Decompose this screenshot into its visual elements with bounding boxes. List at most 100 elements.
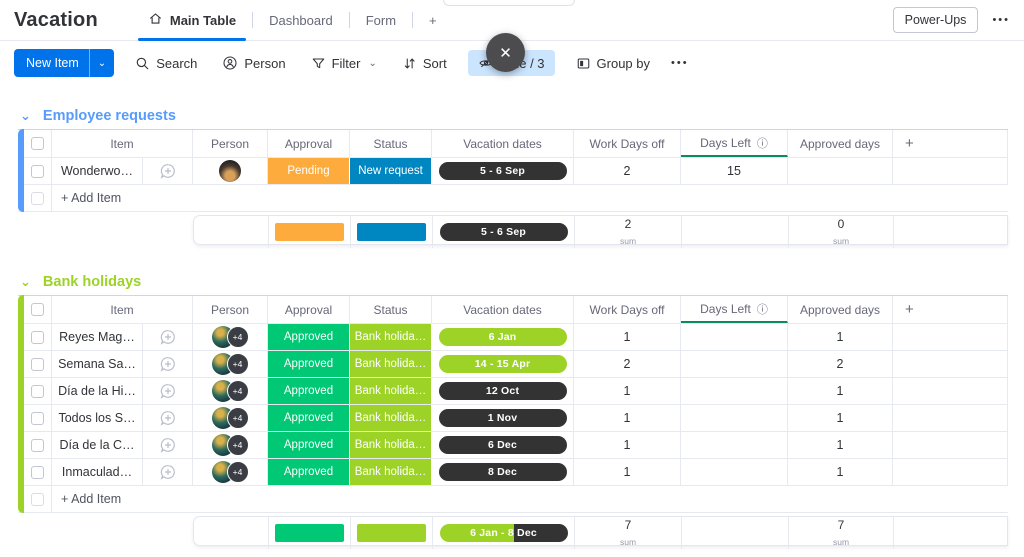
- tab-dashboard[interactable]: Dashboard: [253, 0, 349, 40]
- item-name-cell[interactable]: Día de la Hi…: [52, 378, 143, 404]
- item-name-cell[interactable]: Día de la C…: [52, 432, 143, 458]
- vacation-dates-cell[interactable]: 12 Oct: [432, 378, 574, 404]
- add-column-button[interactable]: +: [893, 296, 1008, 323]
- days-left-cell[interactable]: [681, 324, 788, 350]
- work-days-sum-cell[interactable]: 7 sum: [575, 517, 682, 549]
- days-left-cell[interactable]: [681, 378, 788, 404]
- approved-days-cell[interactable]: 1: [788, 378, 893, 404]
- status-summary-cell[interactable]: [351, 517, 433, 549]
- work-days-off-cell[interactable]: 1: [574, 405, 681, 431]
- approved-days-cell[interactable]: 1: [788, 324, 893, 350]
- tab-form[interactable]: Form: [350, 0, 412, 40]
- vacation-dates-cell[interactable]: 14 - 15 Apr: [432, 351, 574, 377]
- row-checkbox[interactable]: [24, 459, 52, 485]
- approved-days-cell[interactable]: 1: [788, 459, 893, 485]
- status-cell[interactable]: New request: [350, 158, 432, 184]
- vacation-dates-cell[interactable]: 5 - 6 Sep: [432, 158, 574, 184]
- column-header-vacation-dates[interactable]: Vacation dates: [432, 296, 574, 323]
- select-all-checkbox[interactable]: [24, 130, 52, 157]
- approval-cell[interactable]: Approved: [268, 324, 350, 350]
- approval-cell[interactable]: Pending: [268, 158, 350, 184]
- filter-button[interactable]: Filter ⌄: [307, 51, 381, 76]
- dates-summary-cell[interactable]: 5 - 6 Sep: [433, 216, 575, 248]
- sort-button[interactable]: Sort: [398, 51, 451, 76]
- work-days-off-cell[interactable]: 2: [574, 351, 681, 377]
- days-left-cell[interactable]: [681, 351, 788, 377]
- collapse-group-icon[interactable]: ⌄: [20, 108, 31, 123]
- column-header-approved-days[interactable]: Approved days: [788, 130, 893, 157]
- add-item-button[interactable]: + Add Item: [61, 492, 122, 506]
- approved-days-cell[interactable]: 1: [788, 432, 893, 458]
- new-item-button[interactable]: New Item ⌄: [14, 49, 115, 77]
- status-cell[interactable]: Bank holida…: [350, 351, 432, 377]
- approved-days-sum-cell[interactable]: 7 sum: [789, 517, 894, 549]
- vacation-dates-cell[interactable]: 6 Dec: [432, 432, 574, 458]
- work-days-off-cell[interactable]: 1: [574, 432, 681, 458]
- group-by-button[interactable]: Group by: [572, 51, 654, 76]
- dates-summary-cell[interactable]: 6 Jan - 8 Dec: [433, 517, 575, 549]
- days-left-cell[interactable]: [681, 405, 788, 431]
- approval-cell[interactable]: Approved: [268, 432, 350, 458]
- work-days-off-cell[interactable]: 1: [574, 324, 681, 350]
- person-cell[interactable]: +4: [193, 405, 268, 431]
- chevron-down-icon[interactable]: ⌄: [88, 49, 114, 77]
- add-update-button[interactable]: [143, 378, 193, 404]
- person-cell[interactable]: +4: [193, 324, 268, 350]
- collapse-group-icon[interactable]: ⌄: [20, 274, 31, 289]
- info-icon[interactable]: ⓘ: [756, 137, 768, 150]
- person-cell[interactable]: +4: [193, 432, 268, 458]
- item-name-cell[interactable]: Todos los S…: [52, 405, 143, 431]
- tab-main-table[interactable]: Main Table: [132, 0, 252, 41]
- work-days-off-cell[interactable]: 2: [574, 158, 681, 184]
- item-name-cell[interactable]: Semana Sa…: [52, 351, 143, 377]
- approval-cell[interactable]: Approved: [268, 405, 350, 431]
- person-cell[interactable]: +4: [193, 459, 268, 485]
- approved-days-cell[interactable]: [788, 158, 893, 184]
- column-header-days-left[interactable]: Days Left ⓘ: [681, 130, 788, 157]
- close-button[interactable]: ✕: [486, 33, 525, 72]
- column-header-person[interactable]: Person: [193, 296, 268, 323]
- add-item-button[interactable]: + Add Item: [61, 191, 122, 205]
- add-item-row[interactable]: + Add Item: [24, 184, 1008, 211]
- vacation-dates-cell[interactable]: 6 Jan: [432, 324, 574, 350]
- status-summary-cell[interactable]: [351, 216, 433, 248]
- column-header-work-days-off[interactable]: Work Days off: [574, 130, 681, 157]
- column-header-approval[interactable]: Approval: [268, 296, 350, 323]
- chevron-down-icon[interactable]: ⌄: [368, 57, 377, 69]
- group-title[interactable]: Bank holidays: [42, 274, 142, 290]
- person-cell[interactable]: +4: [193, 378, 268, 404]
- info-icon[interactable]: ⓘ: [756, 303, 768, 316]
- work-days-off-cell[interactable]: 1: [574, 378, 681, 404]
- add-update-button[interactable]: [143, 432, 193, 458]
- row-checkbox[interactable]: [24, 324, 52, 350]
- column-header-work-days-off[interactable]: Work Days off: [574, 296, 681, 323]
- column-header-vacation-dates[interactable]: Vacation dates: [432, 130, 574, 157]
- work-days-off-cell[interactable]: 1: [574, 459, 681, 485]
- add-update-button[interactable]: [143, 324, 193, 350]
- row-checkbox[interactable]: [24, 405, 52, 431]
- add-update-button[interactable]: [143, 405, 193, 431]
- vacation-dates-cell[interactable]: 1 Nov: [432, 405, 574, 431]
- approval-cell[interactable]: Approved: [268, 351, 350, 377]
- person-cell[interactable]: [193, 158, 268, 184]
- vacation-dates-cell[interactable]: 8 Dec: [432, 459, 574, 485]
- board-menu-button[interactable]: •••: [992, 14, 1010, 26]
- row-checkbox[interactable]: [24, 378, 52, 404]
- column-header-person[interactable]: Person: [193, 130, 268, 157]
- add-item-row[interactable]: + Add Item: [24, 485, 1008, 512]
- status-cell[interactable]: Bank holida…: [350, 405, 432, 431]
- column-header-item[interactable]: Item: [52, 130, 193, 157]
- days-left-cell[interactable]: [681, 432, 788, 458]
- column-header-status[interactable]: Status: [350, 130, 432, 157]
- add-view-tab[interactable]: +: [413, 0, 453, 40]
- add-update-button[interactable]: [143, 158, 193, 184]
- column-header-status[interactable]: Status: [350, 296, 432, 323]
- approval-summary-cell[interactable]: [269, 216, 351, 248]
- column-header-days-left[interactable]: Days Left ⓘ: [681, 296, 788, 323]
- column-header-approved-days[interactable]: Approved days: [788, 296, 893, 323]
- search-button[interactable]: Search: [131, 51, 201, 76]
- item-name-cell[interactable]: Inmaculad…: [52, 459, 143, 485]
- person-cell[interactable]: +4: [193, 351, 268, 377]
- approval-cell[interactable]: Approved: [268, 378, 350, 404]
- approval-summary-cell[interactable]: [269, 517, 351, 549]
